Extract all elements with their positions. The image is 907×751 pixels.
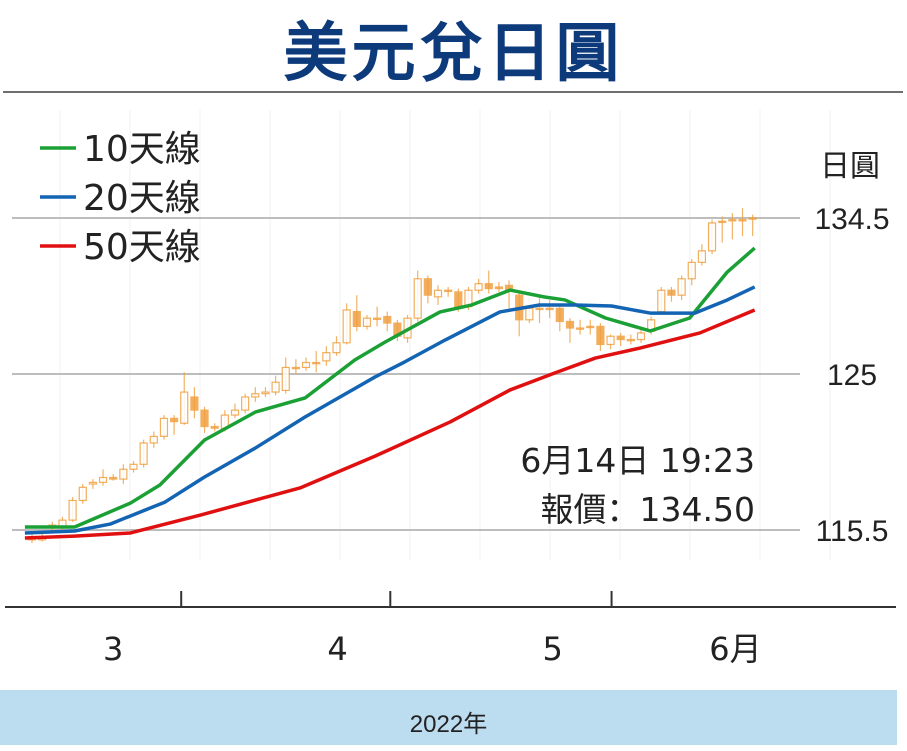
candle-up xyxy=(687,261,696,280)
quote-time-annotation: 6月14日 19:23 xyxy=(520,441,755,480)
candle-up xyxy=(159,417,169,438)
candle-up xyxy=(241,396,250,411)
candle-up xyxy=(149,435,158,444)
moving-average-line xyxy=(24,308,756,540)
candle-up xyxy=(281,366,290,392)
candle-down xyxy=(423,278,432,296)
candle-up xyxy=(525,307,534,321)
candle-down xyxy=(555,307,564,323)
candle-up xyxy=(230,409,240,416)
x-tick-label: 4 xyxy=(327,630,347,668)
candle-up xyxy=(301,361,311,369)
candle-down xyxy=(616,335,625,341)
candle-up xyxy=(322,352,331,362)
candle-up xyxy=(98,476,108,483)
candle-up xyxy=(606,335,615,346)
candle-down xyxy=(565,320,575,329)
candle-up xyxy=(707,222,717,252)
candle-up xyxy=(332,342,341,354)
candle-up xyxy=(373,317,382,320)
candle-down xyxy=(109,476,118,480)
x-tick-label: 5 xyxy=(543,630,563,668)
candle-up xyxy=(728,219,737,222)
candle-down xyxy=(190,396,199,411)
candle-down xyxy=(200,409,209,428)
candle-up xyxy=(748,217,757,220)
candle-up xyxy=(657,289,666,313)
y-tick-label: 125 xyxy=(827,359,877,392)
candle-up xyxy=(718,220,727,224)
candle-up xyxy=(271,381,280,393)
candle-up xyxy=(180,391,189,424)
y-axis-unit-label: 日圓 xyxy=(820,149,880,184)
legend-label: 50天線 xyxy=(83,227,201,268)
candle-up xyxy=(342,309,351,344)
quote-price-annotation: 報價：134.50 xyxy=(541,490,755,529)
candle-up xyxy=(738,219,747,222)
candle-up xyxy=(677,278,686,296)
candle-down xyxy=(494,286,503,290)
candle-up xyxy=(78,486,87,502)
legend-label: 10天線 xyxy=(83,129,201,170)
candle-up xyxy=(68,499,77,521)
legend-label: 20天線 xyxy=(83,178,201,219)
candle-down xyxy=(170,417,179,423)
candle-up xyxy=(312,361,321,365)
candle-up xyxy=(88,481,98,485)
x-axis-year-label: 2022年 xyxy=(409,711,488,738)
y-tick-label: 115.5 xyxy=(816,515,889,548)
candle-up xyxy=(697,250,707,263)
candle-up xyxy=(129,463,138,470)
candle-up xyxy=(119,468,128,480)
candle-down xyxy=(667,289,676,296)
candle-up xyxy=(261,391,270,395)
candle-down xyxy=(596,325,605,346)
candle-up xyxy=(545,307,554,311)
moving-average-line xyxy=(24,246,756,529)
candle-down xyxy=(210,425,219,429)
candle-down xyxy=(454,291,463,308)
x-tick-label: 3 xyxy=(103,630,123,668)
candle-up xyxy=(474,283,483,291)
candle-up xyxy=(413,278,422,319)
candle-up xyxy=(444,289,453,293)
candle-up xyxy=(626,338,635,342)
candle-up xyxy=(251,393,260,398)
chart-title: 美元兌日圓 xyxy=(283,17,624,91)
y-tick-label: 134.5 xyxy=(814,203,889,236)
candle-up xyxy=(291,366,300,370)
title-divider xyxy=(3,91,903,93)
candle-up xyxy=(586,325,595,329)
candle-up xyxy=(362,317,372,327)
candle-down xyxy=(352,311,361,327)
candle-up xyxy=(139,442,148,465)
moving-average-line xyxy=(24,285,756,535)
candle-up xyxy=(575,327,585,330)
candle-down xyxy=(383,315,392,324)
x-tick-label: 6月 xyxy=(709,630,761,668)
candle-up xyxy=(433,289,443,298)
candle-up xyxy=(636,332,646,341)
year-band: 2022年 xyxy=(0,690,897,745)
candle-up xyxy=(535,307,544,311)
candle-down xyxy=(484,283,493,290)
